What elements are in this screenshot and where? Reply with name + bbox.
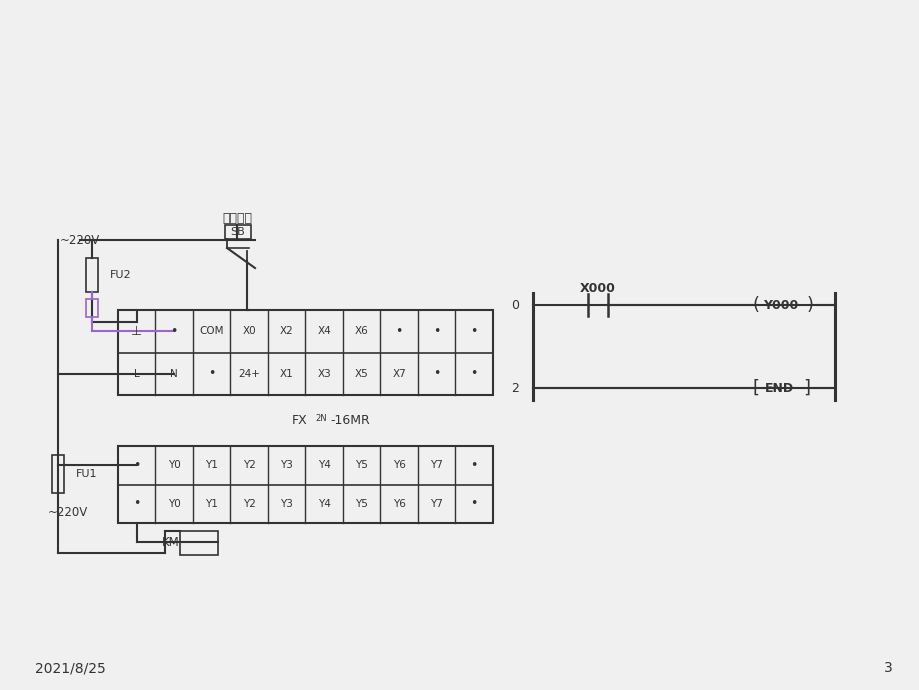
Text: 2: 2: [511, 382, 518, 395]
Bar: [52, 455, 64, 493]
Text: X3: X3: [317, 368, 331, 379]
Bar: [180, 531, 218, 555]
Text: 2N: 2N: [314, 414, 326, 423]
Text: •: •: [470, 325, 477, 337]
Text: Y7: Y7: [430, 460, 443, 471]
Text: •: •: [133, 459, 141, 472]
Text: L: L: [134, 368, 140, 379]
Text: Y7: Y7: [430, 499, 443, 509]
Text: FU1: FU1: [76, 469, 97, 479]
Text: 0: 0: [510, 299, 518, 311]
Text: Y0: Y0: [167, 460, 180, 471]
Text: Y2: Y2: [243, 460, 255, 471]
Text: 24+: 24+: [238, 368, 260, 379]
Text: X6: X6: [355, 326, 369, 336]
Bar: [85, 258, 98, 292]
Text: Y4: Y4: [317, 499, 330, 509]
Text: Y1: Y1: [205, 499, 218, 509]
Text: X5: X5: [355, 368, 369, 379]
Text: Y000: Y000: [763, 299, 798, 311]
Text: ): ): [806, 296, 813, 314]
Text: Y6: Y6: [392, 499, 405, 509]
Text: N: N: [170, 368, 178, 379]
Text: X7: X7: [391, 368, 405, 379]
Bar: [118, 446, 493, 523]
Text: END: END: [764, 382, 793, 395]
Text: COM: COM: [199, 326, 223, 336]
Text: X000: X000: [580, 282, 615, 295]
Text: Y2: Y2: [243, 499, 255, 509]
Text: •: •: [208, 367, 215, 380]
Text: Y1: Y1: [205, 460, 218, 471]
Text: •: •: [470, 497, 477, 510]
Text: SB: SB: [231, 227, 245, 237]
Text: •: •: [133, 497, 141, 510]
Text: X2: X2: [279, 326, 293, 336]
Text: X4: X4: [317, 326, 331, 336]
Text: (: (: [752, 296, 759, 314]
Text: •: •: [470, 459, 477, 472]
Text: KM: KM: [162, 537, 179, 549]
Text: ~220V: ~220V: [48, 506, 88, 520]
Text: FU2: FU2: [110, 270, 131, 280]
Bar: [85, 299, 98, 317]
Text: •: •: [170, 325, 177, 337]
Text: Y5: Y5: [355, 460, 368, 471]
Text: •: •: [433, 325, 440, 337]
Text: [: [: [752, 379, 759, 397]
Text: ⊥: ⊥: [131, 325, 142, 337]
Text: X1: X1: [279, 368, 293, 379]
Text: ]: ]: [802, 379, 809, 397]
Text: -16MR: -16MR: [330, 414, 369, 427]
Text: Y0: Y0: [167, 499, 180, 509]
Bar: [225, 225, 251, 239]
Text: ~220V: ~220V: [60, 233, 100, 246]
Text: X0: X0: [243, 326, 255, 336]
Text: Y6: Y6: [392, 460, 405, 471]
Text: Y3: Y3: [280, 499, 293, 509]
Text: Y5: Y5: [355, 499, 368, 509]
Text: •: •: [395, 325, 403, 337]
Text: •: •: [433, 367, 440, 380]
Text: •: •: [470, 367, 477, 380]
Text: 点动按钮: 点动按钮: [221, 212, 252, 224]
Text: FX: FX: [292, 414, 308, 427]
Text: Y3: Y3: [280, 460, 293, 471]
Text: 2021/8/25: 2021/8/25: [35, 661, 106, 675]
Text: Y4: Y4: [317, 460, 330, 471]
Text: 3: 3: [883, 661, 892, 675]
Bar: [118, 310, 493, 395]
